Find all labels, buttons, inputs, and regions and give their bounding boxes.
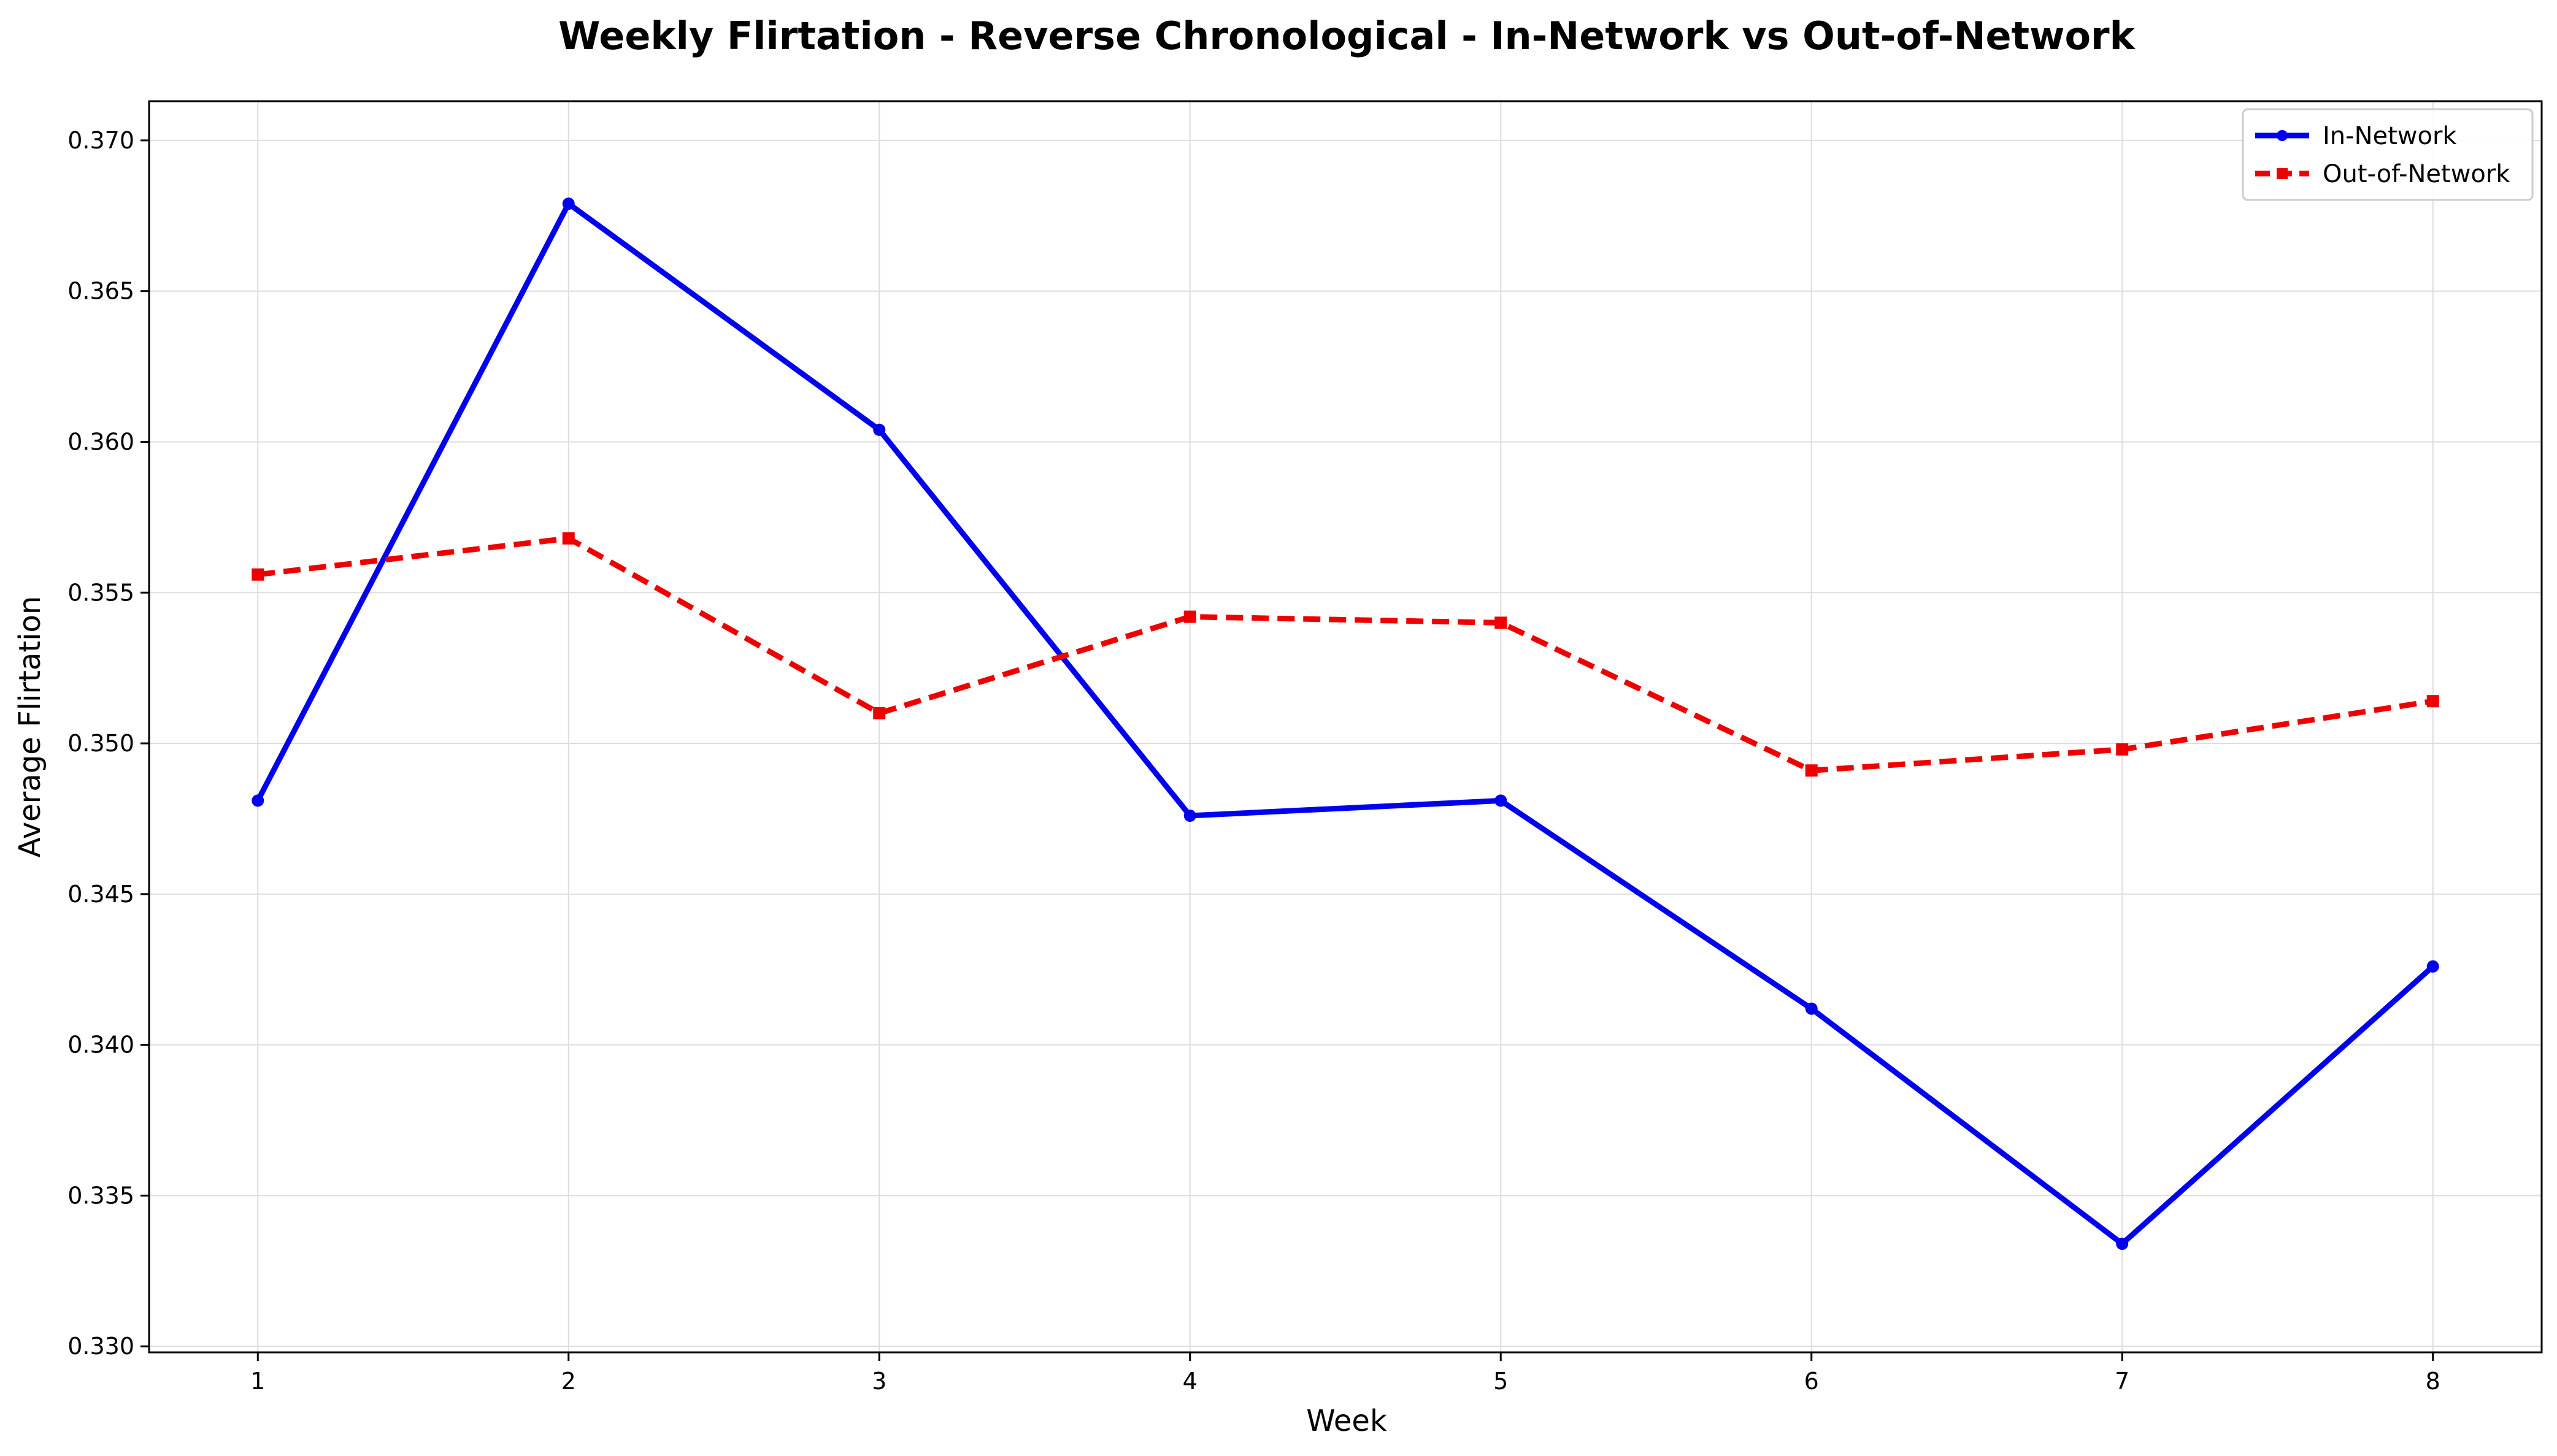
data-point-out-of-network xyxy=(1494,616,1507,629)
legend: In-Network Out-of-Network xyxy=(2242,108,2534,201)
data-point-out-of-network xyxy=(252,568,264,581)
x-axis-label: Week xyxy=(1306,1404,1387,1438)
y-tick-label: 0.340 xyxy=(67,1032,134,1059)
x-tick-label: 5 xyxy=(1493,1368,1508,1395)
chart-title: Weekly Flirtation - Reverse Chronologica… xyxy=(558,13,2136,58)
x-tick-label: 6 xyxy=(1804,1368,1819,1395)
y-tick-label: 0.370 xyxy=(67,127,134,154)
x-tick-label: 3 xyxy=(872,1368,886,1395)
data-point-out-of-network xyxy=(1805,764,1818,777)
y-tick-label: 0.355 xyxy=(67,579,134,606)
series-line-out-of-network xyxy=(257,535,2434,773)
legend-marker-out-of-network xyxy=(2277,168,2288,179)
y-tick-label: 0.350 xyxy=(67,730,134,757)
data-point-out-of-network xyxy=(2426,695,2439,708)
legend-label-out-of-network: Out-of-Network xyxy=(2323,160,2510,188)
tick-layer: 0.330 0.335 0.340 0.345 0.350 0.355 0.360 0.365… xyxy=(67,127,2440,1395)
data-point-out-of-network xyxy=(873,707,886,719)
series-line-in-network xyxy=(255,201,2435,1247)
data-point-out-of-network xyxy=(1183,610,1196,623)
y-tick-label: 0.365 xyxy=(67,278,134,305)
y-tick-label: 0.360 xyxy=(67,428,134,455)
plot-frame xyxy=(148,100,2543,1354)
data-point-in-network xyxy=(1805,1002,1818,1015)
series-layer xyxy=(252,197,2439,1251)
grid-layer xyxy=(149,101,2542,1352)
x-tick-label: 2 xyxy=(561,1368,576,1395)
x-tick-label: 7 xyxy=(2115,1368,2129,1395)
legend-label-in-network: In-Network xyxy=(2323,122,2457,150)
y-axis-label: Average Flirtation xyxy=(13,596,47,858)
data-point-in-network xyxy=(252,794,264,807)
data-point-in-network xyxy=(873,423,886,436)
y-tick-label: 0.330 xyxy=(67,1333,134,1360)
data-point-in-network xyxy=(2426,960,2439,973)
data-point-in-network xyxy=(2116,1238,2129,1251)
data-point-in-network xyxy=(1494,794,1507,807)
data-point-in-network xyxy=(1183,810,1196,822)
data-point-out-of-network xyxy=(2116,743,2129,756)
data-point-in-network xyxy=(562,197,575,210)
y-tick-label: 0.335 xyxy=(67,1182,134,1209)
x-tick-label: 8 xyxy=(2426,1368,2440,1395)
data-point-out-of-network xyxy=(562,532,575,545)
legend-marker-in-network xyxy=(2277,130,2288,141)
x-tick-label: 4 xyxy=(1183,1368,1198,1395)
x-tick-label: 1 xyxy=(250,1368,265,1395)
y-tick-label: 0.345 xyxy=(67,881,134,908)
legend-box xyxy=(2242,108,2534,201)
